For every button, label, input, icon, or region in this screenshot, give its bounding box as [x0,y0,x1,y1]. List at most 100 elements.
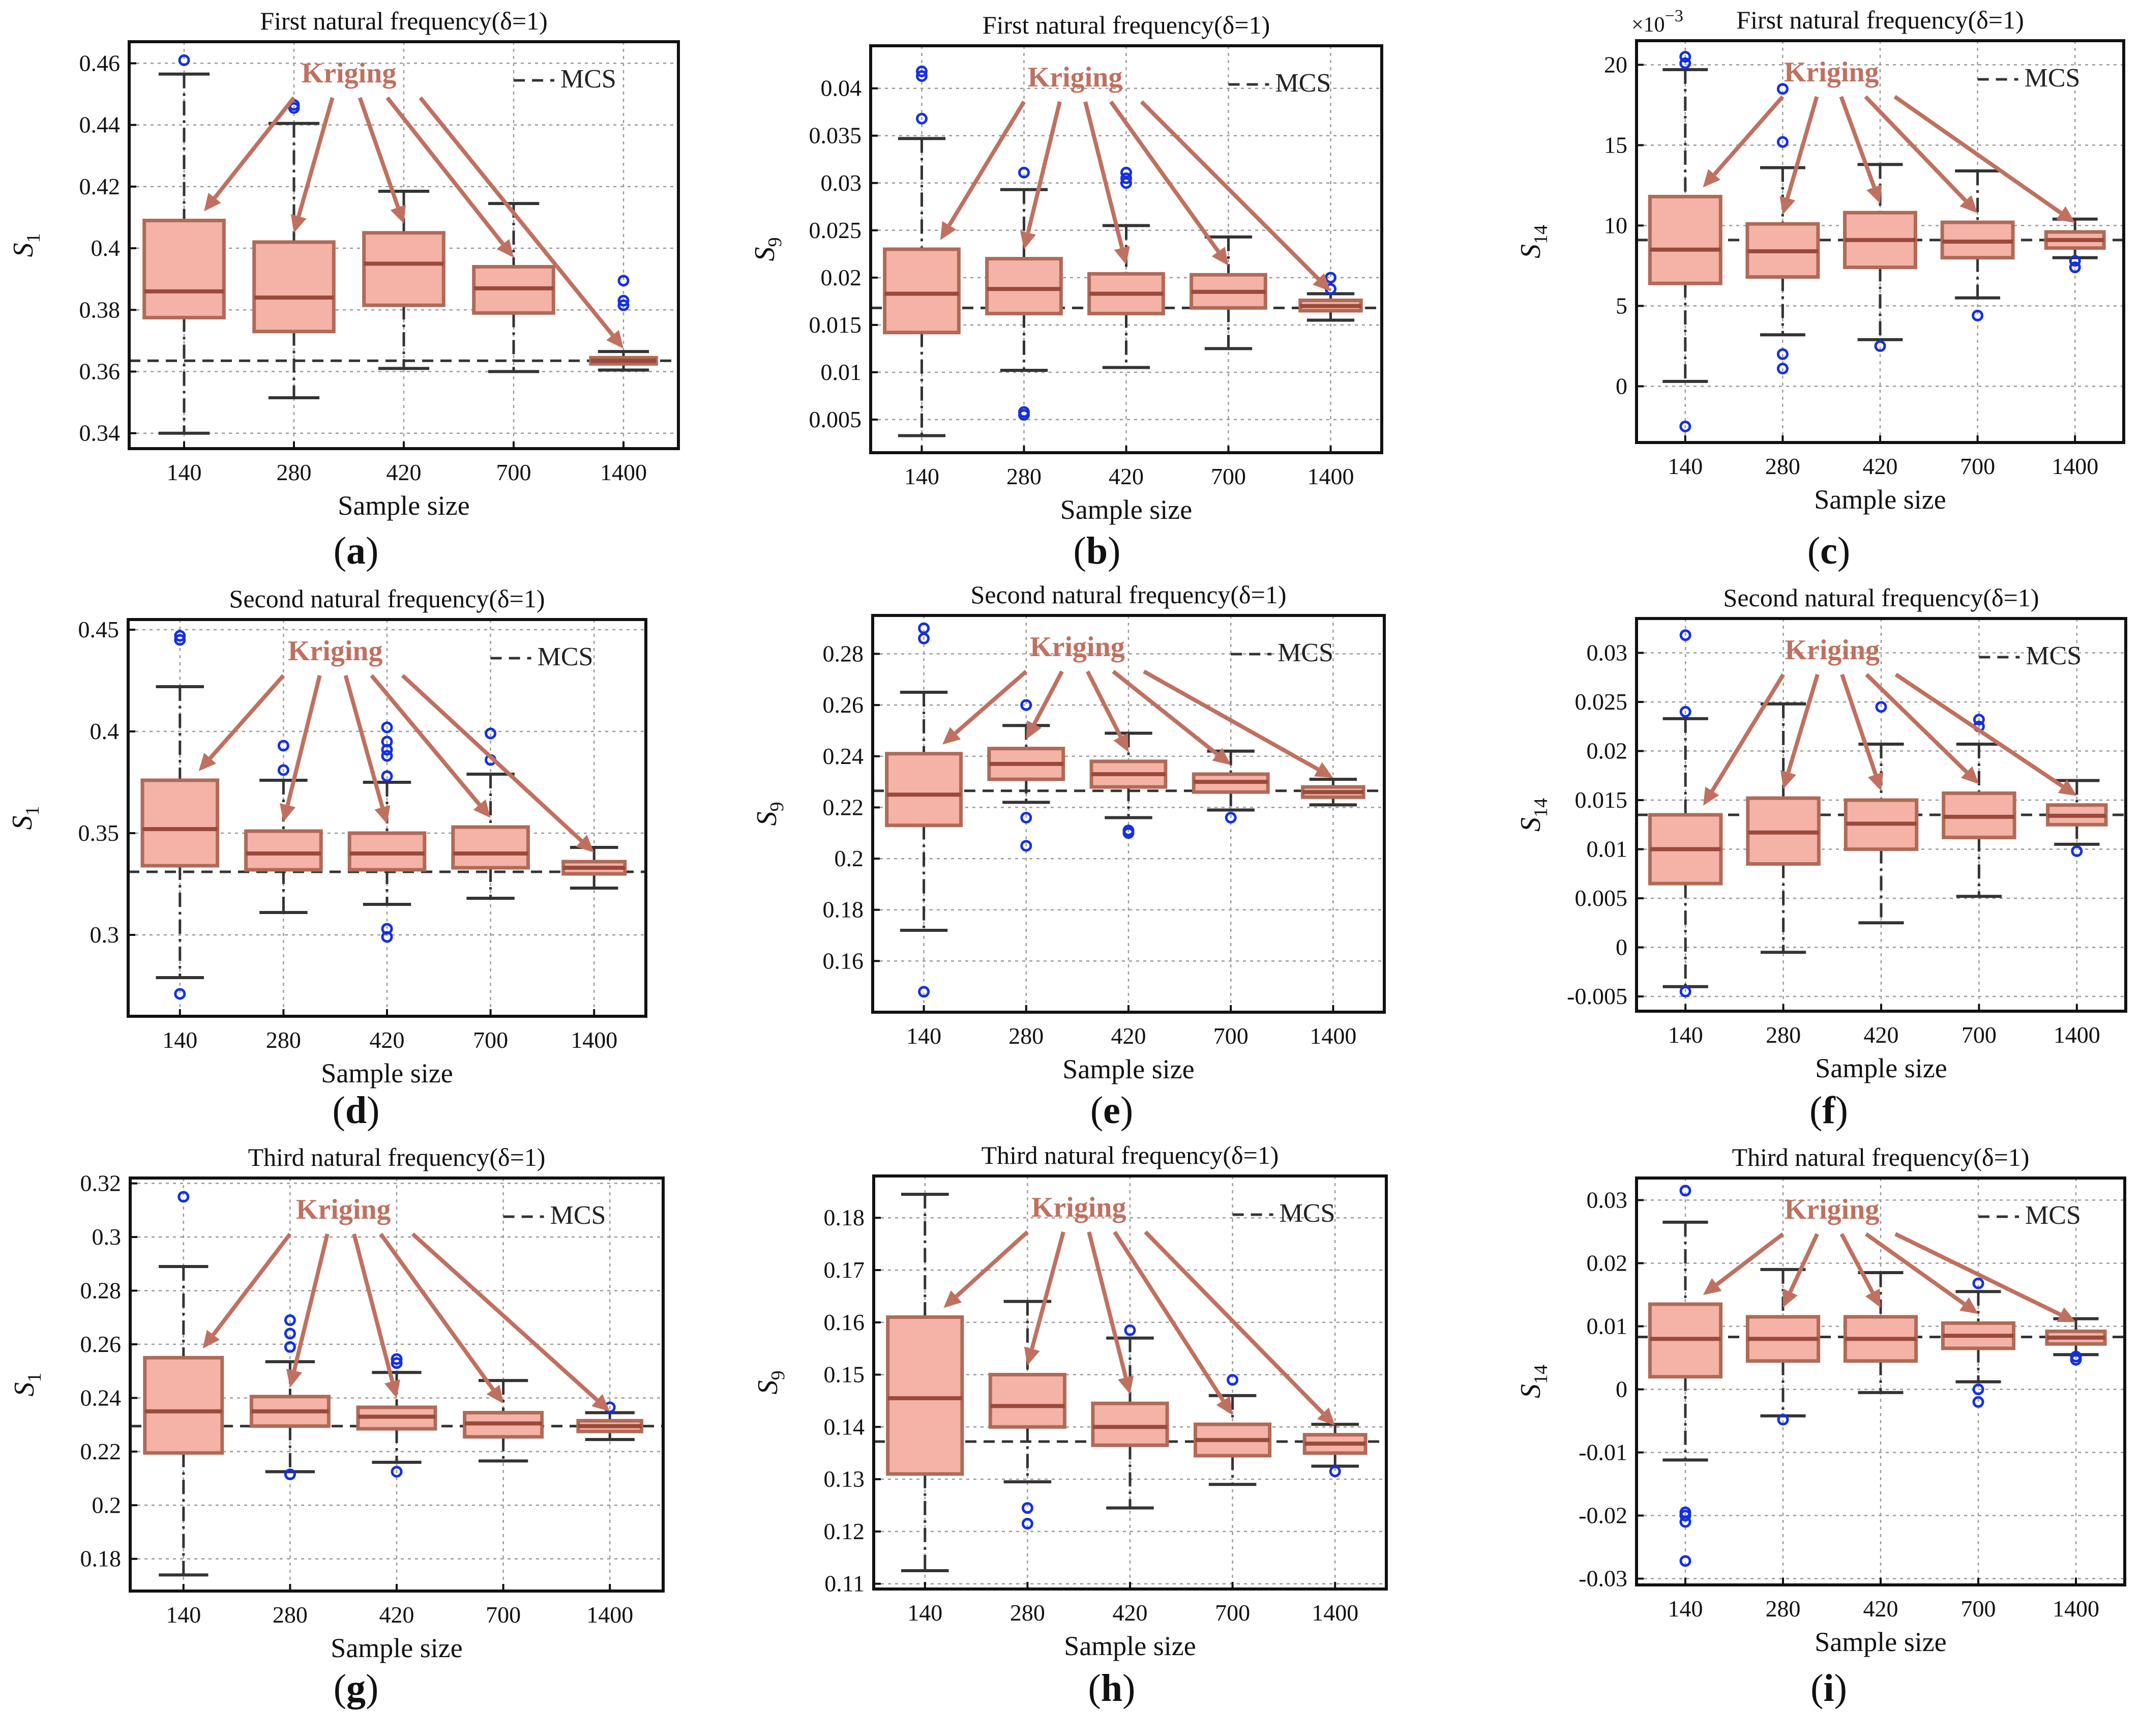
kriging-arrow [419,96,614,337]
kriging-arrow [1085,670,1123,738]
y-tick-label: 0.02 [821,264,862,290]
y-axis-label: S9 [751,802,788,826]
panel-label-close: ) [1835,1089,1848,1132]
outlier-point [1020,699,1032,711]
outlier-point [1018,409,1030,421]
panel-label-letter: h [1101,1667,1122,1710]
y-tick-label: 0.44 [79,112,121,138]
kriging-arrowhead [286,1368,302,1388]
kriging-arrowhead [1216,1396,1233,1416]
kriging-arrow [1112,669,1219,756]
kriging-arrowhead [1780,770,1796,789]
outlier-point [1973,714,1985,726]
x-tick-label: 140 [162,1027,197,1053]
kriging-arrow [358,97,400,208]
outlier-point [1021,1502,1033,1514]
kriging-arrow [296,97,335,217]
kriging-arrow [213,96,296,199]
x-tick-label: 1400 [2054,1022,2100,1048]
outlier-point [1679,629,1691,641]
box-140 [143,1356,224,1455]
y-tick-label: 0.26 [823,692,864,718]
outlier-point [1679,420,1691,432]
legend-mcs-label: MCS [1280,1199,1335,1228]
y-tick-label: 0.18 [823,897,864,923]
y-tick-label: 0.22 [80,1438,122,1464]
kriging-arrow [1839,96,1877,188]
box-140 [1648,195,1722,285]
x-tick-label: 420 [1113,1600,1148,1626]
box-140 [883,247,961,335]
y-axis-label: S1 [8,233,44,257]
kriging-arrowhead [1866,184,1882,204]
y-tick-label: 0.2 [835,845,864,871]
panel-label-letter: g [346,1667,366,1710]
box-140 [885,752,963,828]
box-420 [362,231,445,307]
outlier-point [391,1357,403,1369]
legend-mcs-label: MCS [538,642,593,671]
outlier-point [1972,309,1984,321]
y-axis-label-subscript: 1 [24,1373,45,1382]
x-tick-label: 700 [1961,1022,1997,1048]
kriging-arrowhead [374,805,391,824]
outlier-point [916,112,928,125]
y-axis-label-subscript: 9 [764,238,786,247]
x-tick-label: 700 [486,1602,521,1628]
outlier-point [174,630,186,642]
chart-title: Third natural frequency(δ=1) [982,1141,1279,1169]
kriging-annotation: Kriging [1784,56,1879,88]
box-140 [140,778,220,868]
kriging-arrow [1710,673,1786,792]
y-tick-label: 10 [1604,212,1627,238]
x-tick-label: 700 [1211,463,1246,489]
outlier-point [1122,827,1135,839]
panel-label-letter: a [346,529,366,572]
outlier-point [1776,348,1789,360]
outlier-point [1124,1324,1136,1336]
outlier-point [284,1468,296,1481]
x-tick-label: 140 [904,463,939,489]
kriging-annotation: Kriging [1785,1194,1880,1225]
kriging-arrowhead [1317,1407,1335,1426]
y-tick-label: 0.005 [809,406,862,432]
chart-title: Second natural frequency(δ=1) [1723,583,2039,612]
x-tick-label: 280 [1765,453,1800,479]
panel-label: (b) [1074,529,1121,572]
panel-label-letter: i [1823,1667,1834,1710]
outlier-point [1020,812,1032,824]
outlier-point [1972,1396,1984,1408]
x-tick-label: 140 [1668,1596,1703,1622]
outlier-point [1777,1414,1789,1426]
kriging-arrowhead [198,752,217,771]
x-tick-label: 420 [379,1602,414,1628]
y-axis-label: S1 [7,806,43,830]
kriging-arrowhead [1313,273,1331,291]
x-tick-label: 140 [1668,453,1703,479]
y-tick-label: 5 [1616,292,1627,318]
outlier-point [1120,177,1132,189]
x-tick-label: 420 [1863,453,1898,479]
y-axis-label: S9 [749,238,786,261]
panel-label-letter: c [1820,529,1837,572]
outlier-point [1679,1510,1691,1522]
kriging-arrowhead [1703,786,1719,806]
kriging-arrow [1839,1233,1875,1293]
y-tick-label: 0.24 [80,1385,122,1410]
x-tick-label: 700 [1215,1600,1250,1626]
outlier-point [2071,845,2083,857]
box-280 [985,257,1063,316]
outlier-point [178,54,190,66]
box-280 [244,829,323,872]
chart-title: Third natural frequency(δ=1) [1732,1143,2030,1171]
panel-label-letter: d [345,1089,367,1132]
kriging-arrowhead [1212,748,1231,765]
kriging-arrowhead [576,835,595,852]
kriging-arrow [1083,101,1124,249]
x-tick-label: 420 [387,459,422,485]
kriging-arrow [292,1233,330,1371]
y-axis-label: S14 [1515,798,1552,832]
panel-label-close: ) [1120,1089,1133,1132]
x-tick-label: 280 [266,1027,301,1053]
y-tick-label: 0.03 [1587,640,1628,666]
